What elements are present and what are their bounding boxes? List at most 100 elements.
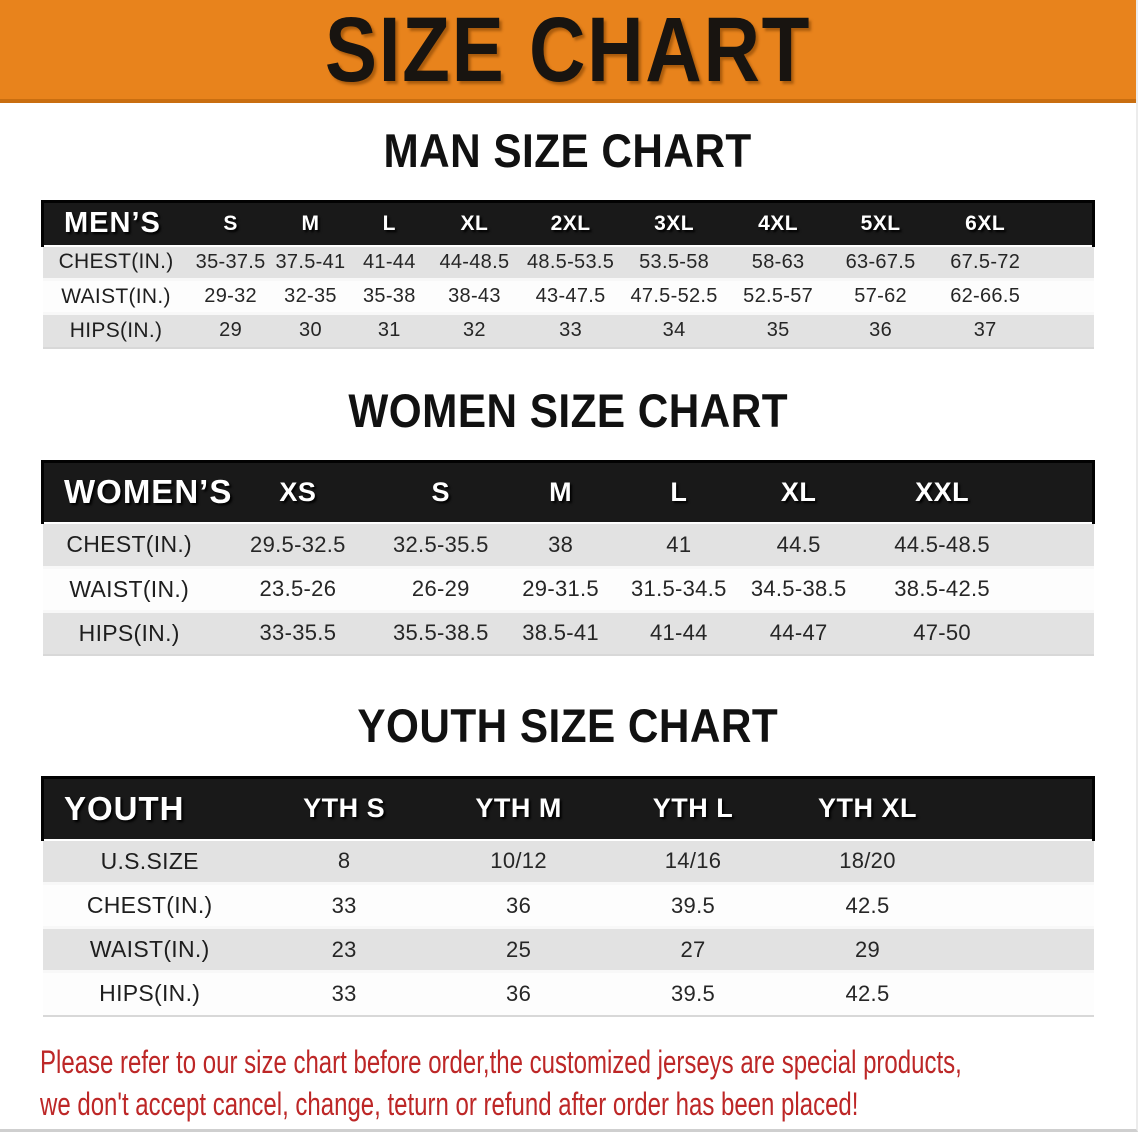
section-heading-text: WOMEN SIZE CHART [348,383,788,437]
size-value-cell: 43-47.5 [519,279,622,315]
size-value-cell: 44-47 [738,611,860,656]
row-label: WAIST(IN.) [42,567,216,613]
row-label: U.S.SIZE [42,839,257,885]
size-value-cell: 34.5-38.5 [738,567,860,613]
size-value-cell: 36 [431,883,606,929]
filler-cell [1038,245,1094,281]
size-value-cell: 18/20 [780,839,955,885]
size-chart-section-youth: YOUTH SIZE CHART YOUTH YTH S YTH M YTH L YTH … [0,702,1136,1017]
size-column-header: L [349,200,430,247]
size-column-header: XL [429,200,520,247]
size-value-cell: 35.5-38.5 [379,611,502,656]
filler-cell [1038,279,1094,315]
size-value-cell: 38.5-41 [501,611,620,656]
filler-cell [1025,611,1094,656]
size-value-cell: 57-62 [829,279,932,315]
size-value-cell: 38 [501,523,620,569]
size-value-cell: 25 [431,927,606,973]
banner: SIZE CHART [0,0,1136,103]
disclaimer-line-2: we don't accept cancel, change, teturn o… [40,1085,859,1122]
row-label: CHEST(IN.) [42,245,190,281]
table-row: WAIST(IN.) 29-32 32-35 35-38 38-43 43-47.5 47.… [42,279,1094,315]
size-value-cell: 33 [519,313,622,349]
size-value-cell: 26-29 [379,567,502,613]
size-column-header: S [189,200,272,247]
size-value-cell: 35 [726,313,830,349]
womens-size-table: WOMEN’S XS S M L XL XXL CHEST(IN.) 29.5-32.5 32.5… [40,459,1096,656]
size-value-cell: 32-35 [271,279,350,315]
size-value-cell: 30 [271,313,350,349]
row-label: WAIST(IN.) [42,927,257,973]
table-row: CHEST(IN.) 29.5-32.5 32.5-35.5 38 41 44.5 44.5… [42,523,1094,569]
size-value-cell: 10/12 [431,839,606,885]
size-value-cell: 33 [256,883,432,929]
size-value-cell: 34 [621,313,727,349]
size-chart-section-womens: WOMEN SIZE CHART WOMEN’S XS S M L XL XXL CHEST(I… [0,383,1136,656]
disclaimer-line-1: Please refer to our size chart before or… [40,1043,962,1080]
table-corner-label: MEN’S [40,200,190,247]
size-value-cell: 36 [829,313,932,349]
table-row: U.S.SIZE 8 10/12 14/16 18/20 [42,839,1094,885]
row-label: WAIST(IN.) [42,279,190,315]
section-heading: MAN SIZE CHART [0,124,1136,177]
size-value-cell: 29-31.5 [501,567,620,613]
size-value-cell: 39.5 [605,971,781,1017]
size-value-cell: 52.5-57 [726,279,830,315]
row-label: HIPS(IN.) [42,611,216,656]
size-value-cell: 29.5-32.5 [215,523,380,569]
header-row: MEN’S S M L XL 2XL 3XL 4XL 5XL 6XL [40,200,1095,247]
size-value-cell: 41-44 [349,245,430,281]
size-value-cell: 31.5-34.5 [619,567,739,613]
table-corner-label: WOMEN’S [40,459,231,524]
size-value-cell: 29 [189,313,272,349]
size-value-cell: 33 [256,971,432,1017]
size-value-cell: 42.5 [780,971,955,1017]
filler-cell [954,776,1095,841]
size-column-header: YTH L [605,776,781,841]
size-value-cell: 36 [431,971,606,1017]
size-value-cell: 44.5 [738,523,860,569]
size-value-cell: 38.5-42.5 [859,567,1026,613]
table-row: HIPS(IN.) 33 36 39.5 42.5 [42,971,1094,1017]
size-column-header: XS [215,459,380,524]
size-column-header: YTH M [431,776,606,841]
table-row: CHEST(IN.) 35-37.5 37.5-41 41-44 44-48.5 48.5… [42,245,1094,281]
size-value-cell: 37 [931,313,1039,349]
section-heading-text: MAN SIZE CHART [383,124,753,177]
size-value-cell: 29-32 [189,279,272,315]
sections-container: MAN SIZE CHART MEN’S S M L XL 2XL 3XL 4XL 5XL 6XL C… [0,124,1136,1017]
size-value-cell: 31 [349,313,430,349]
filler-cell [954,927,1094,973]
size-value-cell: 33-35.5 [215,611,380,656]
size-column-header: XXL [859,459,1026,524]
size-chart-section-mens: MAN SIZE CHART MEN’S S M L XL 2XL 3XL 4XL 5XL 6XL C… [0,124,1136,349]
filler-cell [954,883,1094,929]
size-value-cell: 32.5-35.5 [379,523,502,569]
section-heading: YOUTH SIZE CHART [0,702,1136,749]
banner-title: SIZE CHART [324,0,812,101]
filler-cell [1025,459,1096,524]
size-value-cell: 37.5-41 [271,245,350,281]
table-row: WAIST(IN.) 23 25 27 29 [42,927,1094,973]
size-column-header: 5XL [829,200,932,247]
header-row: WOMEN’S XS S M L XL XXL [40,459,1096,524]
table-row: HIPS(IN.) 29 30 31 32 33 34 35 36 37 [42,313,1094,349]
size-column-header: 2XL [519,200,622,247]
size-value-cell: 38-43 [429,279,520,315]
size-column-header: 6XL [931,200,1039,247]
youth-size-table: YOUTH YTH S YTH M YTH L YTH XL U.S.SIZE 8 10/12… [40,776,1095,1017]
size-value-cell: 48.5-53.5 [519,245,622,281]
table-row: HIPS(IN.) 33-35.5 35.5-38.5 38.5-41 41-44 44-… [42,611,1094,656]
size-column-header: XL [738,459,860,524]
size-value-cell: 63-67.5 [829,245,932,281]
size-value-cell: 44-48.5 [429,245,520,281]
size-value-cell: 47-50 [859,611,1026,656]
size-column-header: M [501,459,620,524]
size-value-cell: 27 [605,927,781,973]
size-value-cell: 58-63 [726,245,830,281]
size-column-header: S [379,459,502,524]
section-heading: WOMEN SIZE CHART [0,383,1136,437]
row-label: HIPS(IN.) [42,313,190,349]
table-row: WAIST(IN.) 23.5-26 26-29 29-31.5 31.5-34.5 34… [42,567,1094,613]
